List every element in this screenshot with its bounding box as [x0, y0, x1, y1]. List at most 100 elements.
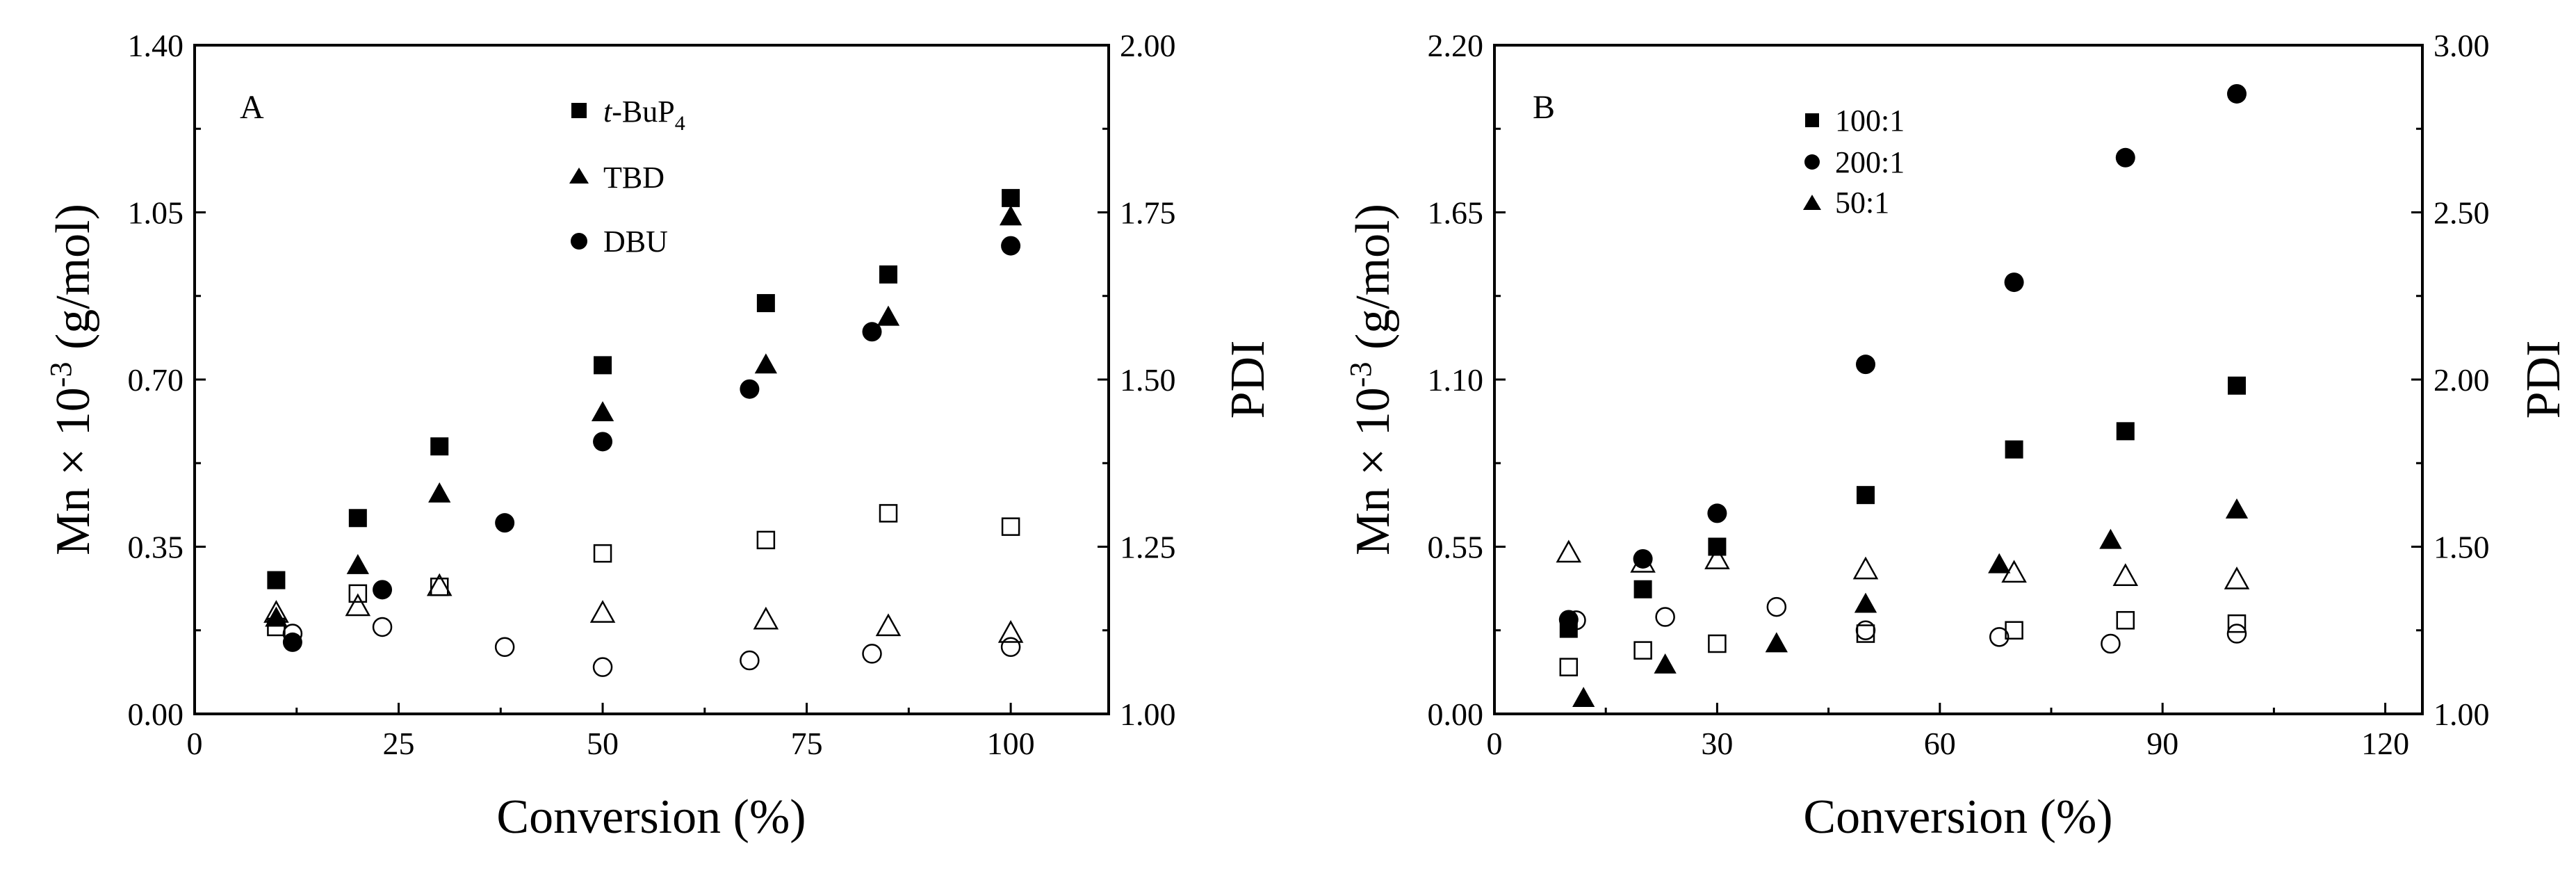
data-point-tbd-pdi — [997, 619, 1024, 643]
legend-marker-circle — [1804, 154, 1820, 170]
data-point-200-1 — [1856, 355, 1875, 375]
data-point-100-1-pdi — [1559, 658, 1579, 676]
panel-b-label: B — [1533, 89, 1555, 126]
data-point-t-bup4-pdi — [756, 530, 776, 550]
panel-a-label: A — [240, 89, 264, 126]
panel-a-chart: 0 25 50 75 100 0.00 0.35 0.70 1.05 1.40 1.00 1.25 1.… — [44, 28, 1275, 844]
data-point-50-1 — [2225, 498, 2249, 519]
data-point-dbu — [593, 432, 613, 452]
y-left-tick-label: 0.70 — [128, 362, 184, 398]
legend-label-dbu: DBU — [603, 225, 668, 259]
legend-label-50-1: 50:1 — [1835, 186, 1889, 220]
x-tick-label: 25 — [383, 726, 415, 761]
data-point-tbd — [591, 401, 614, 421]
data-point-t-bup4 — [430, 437, 449, 456]
y-left-tick-label: 1.10 — [1428, 362, 1484, 398]
y-right-tick-label: 1.75 — [1120, 195, 1176, 231]
data-point-50-1-pdi — [2112, 563, 2139, 586]
data-point-t-bup4 — [594, 356, 612, 375]
data-point-100-1 — [1633, 580, 1652, 599]
y-left-tick-label: 0.00 — [128, 697, 184, 732]
data-point-200-1-pdi — [1566, 610, 1586, 630]
legend-marker-circle — [571, 233, 587, 250]
data-point-t-bup4-pdi — [348, 584, 368, 603]
data-point-t-bup4 — [756, 294, 775, 313]
data-point-tbd — [346, 553, 369, 574]
data-point-100-1 — [2116, 422, 2135, 441]
panel-b-frame — [1493, 44, 2424, 715]
legend-label-100-1: 100:1 — [1835, 104, 1905, 138]
data-point-dbu-pdi — [282, 624, 303, 644]
data-point-dbu — [495, 513, 515, 533]
data-point-50-1-pdi — [1852, 556, 1879, 580]
data-point-100-1-pdi — [2116, 611, 2135, 630]
x-tick-label: 0 — [187, 726, 203, 761]
y-right-tick-label: 2.00 — [1120, 28, 1176, 63]
y-right-tick-label: 3.00 — [2434, 28, 2490, 63]
data-point-50-1-pdi — [2001, 560, 2027, 583]
x-tick-label: 120 — [2361, 726, 2409, 761]
panel-a-frame — [193, 44, 1110, 715]
y-right-tick-label: 1.50 — [2434, 530, 2490, 565]
data-point-100-1 — [2228, 376, 2246, 395]
panel-a-y-right-label: PDI — [1221, 341, 1275, 419]
x-tick-label: 60 — [1924, 726, 1956, 761]
data-point-dbu-pdi — [862, 644, 882, 664]
x-tick-label: 30 — [1701, 726, 1733, 761]
data-point-tbd — [428, 482, 451, 503]
data-point-50-1 — [1572, 687, 1595, 708]
data-point-t-bup4-pdi — [879, 504, 898, 523]
data-point-200-1-pdi — [2226, 624, 2247, 644]
data-point-t-bup4-pdi — [267, 617, 286, 637]
data-point-200-1 — [1707, 503, 1727, 523]
data-point-50-1 — [1854, 592, 1877, 613]
data-point-tbd-pdi — [753, 606, 779, 630]
legend-marker-square — [571, 103, 587, 118]
data-point-200-1-pdi — [1766, 596, 1787, 617]
data-point-50-1 — [1654, 653, 1677, 674]
data-point-tbd-pdi — [875, 613, 902, 637]
data-point-tbd — [877, 305, 900, 326]
data-point-50-1-pdi — [1630, 549, 1656, 573]
data-point-200-1-pdi — [1989, 627, 2010, 647]
data-point-t-bup4-pdi — [1001, 517, 1020, 536]
data-point-dbu — [1001, 236, 1021, 256]
data-point-tbd-pdi — [345, 593, 371, 617]
y-right-tick-label: 1.50 — [1120, 362, 1176, 398]
panel-b-y-right-label: PDI — [2517, 341, 2570, 419]
data-point-dbu — [373, 580, 393, 600]
y-right-tick-label: 1.00 — [1120, 697, 1176, 732]
data-point-t-bup4-pdi — [593, 544, 612, 563]
data-point-tbd — [754, 353, 778, 374]
panel-b-x-axis-label: Conversion (%) — [1803, 790, 2112, 844]
y-left-tick-label: 1.65 — [1428, 195, 1484, 231]
data-point-tbd-pdi — [589, 600, 616, 623]
data-point-200-1 — [2227, 83, 2247, 104]
data-point-t-bup4 — [267, 571, 286, 589]
data-point-dbu-pdi — [494, 637, 515, 658]
panel-a-x-axis-label: Conversion (%) — [496, 790, 806, 844]
data-point-50-1-pdi — [1704, 546, 1730, 569]
data-point-dbu-pdi — [740, 650, 760, 671]
legend-marker-square — [1805, 113, 1819, 127]
legend-label-t-bup4: t-BuP4 — [603, 95, 685, 135]
data-point-tbd-pdi — [426, 573, 453, 596]
y-right-tick-label: 2.50 — [2434, 195, 2490, 231]
data-point-tbd — [999, 205, 1022, 226]
data-point-dbu-pdi — [592, 657, 613, 677]
y-left-tick-label: 0.35 — [128, 530, 184, 565]
panel-a-legend: t-BuP4 TBD DBU — [569, 95, 685, 259]
data-point-dbu — [740, 379, 760, 399]
data-point-50-1 — [1765, 632, 1788, 653]
y-left-tick-label: 1.05 — [128, 195, 184, 231]
data-point-100-1 — [1857, 486, 1875, 505]
data-point-tbd-pdi — [263, 600, 289, 623]
y-right-tick-label: 2.00 — [2434, 362, 2490, 398]
y-left-tick-label: 0.00 — [1428, 697, 1484, 732]
data-point-100-1-pdi — [1708, 634, 1727, 653]
legend-label-tbd: TBD — [603, 161, 665, 195]
x-tick-label: 50 — [587, 726, 619, 761]
y-left-tick-label: 1.40 — [128, 28, 184, 63]
x-tick-label: 0 — [1487, 726, 1503, 761]
